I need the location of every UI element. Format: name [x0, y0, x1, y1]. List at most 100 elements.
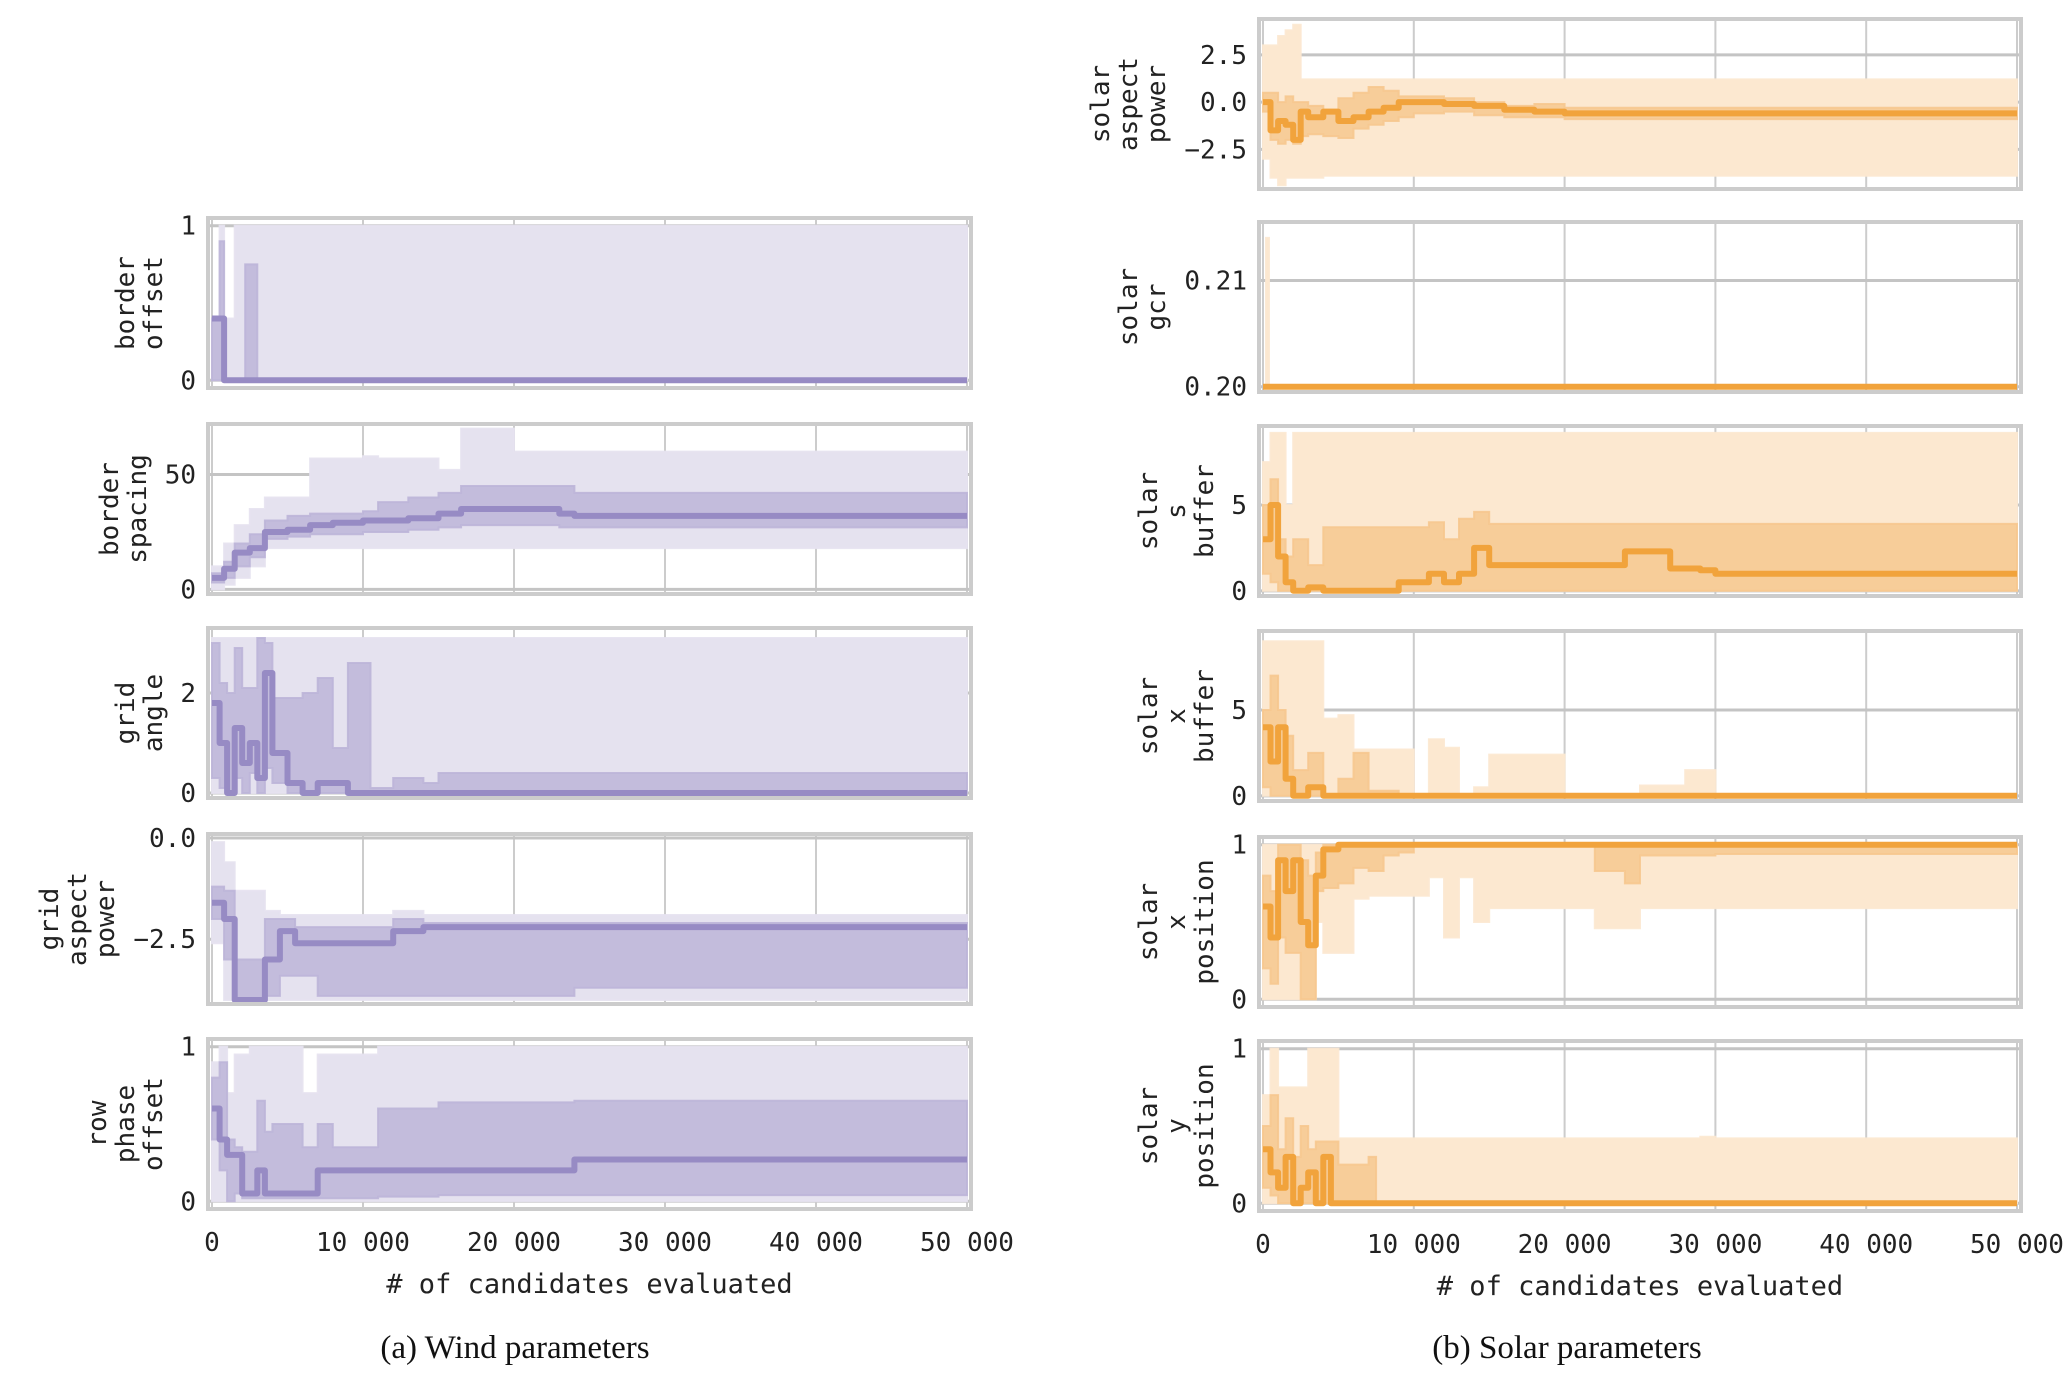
x-tick-label: 30 000	[1668, 1230, 1762, 1260]
y-axis-label: grid	[35, 888, 65, 951]
y-tick-label: 0.0	[149, 824, 196, 854]
iqr-band	[211, 485, 968, 584]
y-axis-label: solar	[1086, 65, 1116, 143]
axes-frame	[206, 626, 973, 800]
caption-solar: (b) Solar parameters	[1432, 1330, 1701, 1366]
axes-frame	[206, 832, 973, 1006]
x-tick-label: 10 000	[1367, 1230, 1461, 1260]
y-axis-label: row	[83, 1100, 113, 1147]
y-axis-label: angle	[139, 674, 169, 752]
median-line	[212, 315, 967, 384]
y-axis-label: solar	[1134, 472, 1164, 550]
y-axis-label: gcr	[1142, 284, 1172, 331]
y-axis-label: spacing	[123, 454, 153, 564]
y-tick-label: 1	[180, 1033, 196, 1063]
y-axis-label: border	[111, 256, 141, 350]
y-axis-label: position	[1190, 859, 1220, 984]
axes-frame	[1257, 1039, 2023, 1213]
x-tick-label: 20 000	[1518, 1230, 1612, 1260]
y-tick-label: 50	[165, 461, 196, 491]
y-axis-label: power	[91, 880, 121, 958]
y-axis-label: phase	[111, 1085, 141, 1163]
axes-frame	[206, 422, 973, 596]
axes-frame	[1257, 220, 2023, 394]
axes-frame	[206, 1037, 973, 1211]
axes-frame	[206, 216, 973, 390]
iqr-band	[211, 1061, 968, 1203]
y-axis-label: solar	[1134, 677, 1164, 755]
y-axis-label: s	[1162, 503, 1192, 519]
x-tick-label: 40 000	[1819, 1230, 1913, 1260]
y-axis-label: aspect	[63, 872, 93, 966]
median-line	[212, 670, 967, 796]
y-tick-label: 1	[1231, 1035, 1247, 1065]
y-axis-label: power	[1142, 65, 1172, 143]
median-line	[212, 1105, 967, 1197]
y-axis-label: border	[95, 462, 125, 556]
y-tick-label: 0.20	[1184, 373, 1247, 403]
axes-frame	[1257, 17, 2023, 191]
y-tick-label: 1	[1231, 831, 1247, 861]
y-tick-label: 2	[180, 679, 196, 709]
x-tick-label: 40 000	[769, 1228, 863, 1258]
median-line	[212, 506, 967, 581]
x-tick-label: 20 000	[467, 1228, 561, 1258]
y-tick-label: 0.0	[1200, 88, 1247, 118]
y-tick-label: 1	[180, 212, 196, 242]
y-tick-label: 0	[180, 779, 196, 809]
y-tick-label: 0	[180, 575, 196, 605]
y-axis-label: x	[1162, 708, 1192, 724]
y-axis-label: buffer	[1190, 669, 1220, 763]
x-tick-label: 0	[204, 1228, 220, 1258]
y-tick-label: 0	[1231, 782, 1247, 812]
median-line	[212, 899, 967, 1003]
median-line	[1263, 502, 2017, 594]
x-tick-label: 50 000	[1970, 1230, 2064, 1260]
plot-area	[1259, 222, 2021, 392]
y-tick-label: −2.5	[133, 925, 196, 955]
y-axis-label: solar	[1134, 1087, 1164, 1165]
y-tick-label: 0	[180, 1187, 196, 1217]
y-axis-label: offset	[139, 1077, 169, 1171]
y-axis-label: buffer	[1190, 464, 1220, 558]
y-tick-label: 2.5	[1200, 41, 1247, 71]
median-line	[1263, 99, 2017, 143]
axes-frame	[1257, 629, 2023, 803]
x-tick-label: 50 000	[920, 1228, 1014, 1258]
y-tick-label: 0.21	[1184, 266, 1247, 296]
y-tick-label: 0	[1231, 577, 1247, 607]
y-tick-label: 0	[1231, 985, 1247, 1015]
axes-frame	[1257, 835, 2023, 1009]
y-axis-label: y	[1162, 1118, 1192, 1134]
iqr-band	[211, 885, 968, 1001]
y-axis-label: solar	[1114, 268, 1144, 346]
median-line	[1263, 841, 2017, 949]
x-tick-label: 0	[1255, 1230, 1271, 1260]
y-axis-label: position	[1190, 1063, 1220, 1188]
y-tick-label: 5	[1231, 696, 1247, 726]
y-axis-label: offset	[139, 256, 169, 350]
y-tick-label: 0	[1231, 1189, 1247, 1219]
x-axis-label: # of candidates evaluated	[386, 1269, 792, 1300]
range-band	[211, 224, 968, 382]
y-tick-label: 5	[1231, 491, 1247, 521]
range-band	[1262, 23, 2018, 187]
panels: 01borderoffset050borderspacing02gridangl…	[35, 17, 2064, 1302]
x-tick-label: 30 000	[618, 1228, 712, 1258]
y-axis-label: aspect	[1114, 57, 1144, 151]
y-axis-label: grid	[111, 682, 141, 745]
x-axis-label: # of candidates evaluated	[1437, 1271, 1843, 1302]
median-line	[1263, 724, 2017, 799]
x-tick-label: 10 000	[316, 1228, 410, 1258]
